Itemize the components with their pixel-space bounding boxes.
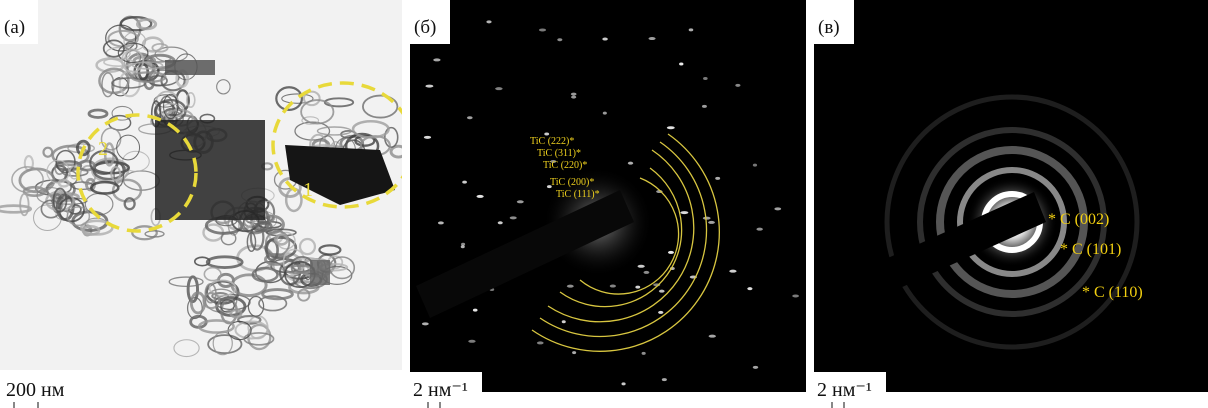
- particle: [310, 260, 330, 285]
- ring-label: TiC (222)*: [530, 136, 574, 147]
- scale-bar-label: 2 нм⁻¹: [817, 379, 872, 401]
- spot: [495, 87, 502, 90]
- ring-label: TiC (220)*: [543, 160, 587, 171]
- spot: [753, 366, 758, 369]
- panel-b: TiC (222)* TiC (311)* TiC (220)* TiC (20…: [410, 0, 806, 408]
- spot: [774, 207, 781, 210]
- spot: [635, 286, 640, 289]
- spot: [715, 177, 720, 180]
- spot: [572, 351, 576, 354]
- ring-label: * C (002): [1048, 211, 1109, 228]
- spot: [557, 38, 562, 41]
- spot: [424, 136, 431, 139]
- spot: [709, 335, 716, 338]
- ring-label: TiC (311)*: [537, 148, 581, 159]
- spot: [668, 251, 674, 254]
- spot: [638, 265, 645, 268]
- spot: [510, 216, 517, 219]
- gutter: [806, 0, 814, 408]
- ring-label: TiC (200)*: [550, 177, 594, 188]
- region-label: 1: [303, 179, 313, 201]
- spot: [603, 112, 607, 115]
- spot: [753, 164, 757, 167]
- spot: [562, 320, 566, 323]
- panel-a: 2 1 (а) 200 нм: [0, 0, 413, 408]
- spot: [658, 311, 663, 314]
- spot: [735, 84, 740, 87]
- spot: [425, 85, 433, 88]
- spot: [422, 322, 429, 325]
- spot: [708, 221, 715, 224]
- spot: [642, 352, 646, 355]
- spot: [621, 382, 625, 385]
- panel-label: (в): [818, 17, 840, 38]
- spot: [680, 211, 688, 214]
- spot: [644, 271, 650, 274]
- spot: [729, 270, 736, 273]
- scale-bar-label: 200 нм: [6, 379, 65, 401]
- ring-label: TiC (111)*: [556, 189, 600, 200]
- spot: [462, 181, 467, 184]
- spot: [571, 96, 576, 99]
- spot: [792, 294, 799, 297]
- spot: [567, 285, 574, 288]
- panel-label: (а): [4, 17, 25, 38]
- particle: [155, 120, 265, 220]
- figure: 2 1 (а) 200 нм TiC (222)* TiC (311)* TiC…: [0, 0, 1208, 408]
- spot: [539, 28, 546, 31]
- spot: [667, 126, 675, 129]
- spot: [537, 341, 544, 344]
- spot: [659, 290, 665, 293]
- spot: [747, 287, 752, 290]
- spot: [468, 340, 475, 343]
- spot: [628, 162, 633, 165]
- spot: [756, 228, 762, 231]
- panel-c: * C (002) * C (101) * C (110) (в) 2 нм⁻¹: [814, 0, 1208, 408]
- spot: [461, 245, 465, 248]
- spot: [467, 116, 473, 119]
- ring-label: * C (110): [1082, 284, 1143, 301]
- scale-bar-label: 2 нм⁻¹: [413, 379, 468, 401]
- spot: [517, 200, 524, 203]
- spot: [702, 105, 707, 108]
- spot: [498, 221, 503, 224]
- spot: [649, 37, 656, 40]
- region-label: 2: [98, 138, 108, 160]
- spot: [662, 378, 667, 381]
- spot: [602, 38, 608, 41]
- panel-label: (б): [414, 17, 436, 38]
- spot: [571, 93, 577, 96]
- spot: [477, 195, 484, 198]
- spot: [610, 285, 616, 288]
- spot: [438, 221, 444, 224]
- gutter: [402, 0, 410, 408]
- spot: [473, 309, 478, 312]
- ring-label: * C (101): [1060, 241, 1121, 258]
- particle: [165, 60, 215, 75]
- spot: [703, 77, 708, 80]
- spot: [544, 132, 549, 135]
- spot: [486, 20, 491, 23]
- spot: [689, 28, 694, 31]
- spot: [703, 217, 711, 220]
- spot: [679, 62, 683, 65]
- spot: [433, 58, 440, 61]
